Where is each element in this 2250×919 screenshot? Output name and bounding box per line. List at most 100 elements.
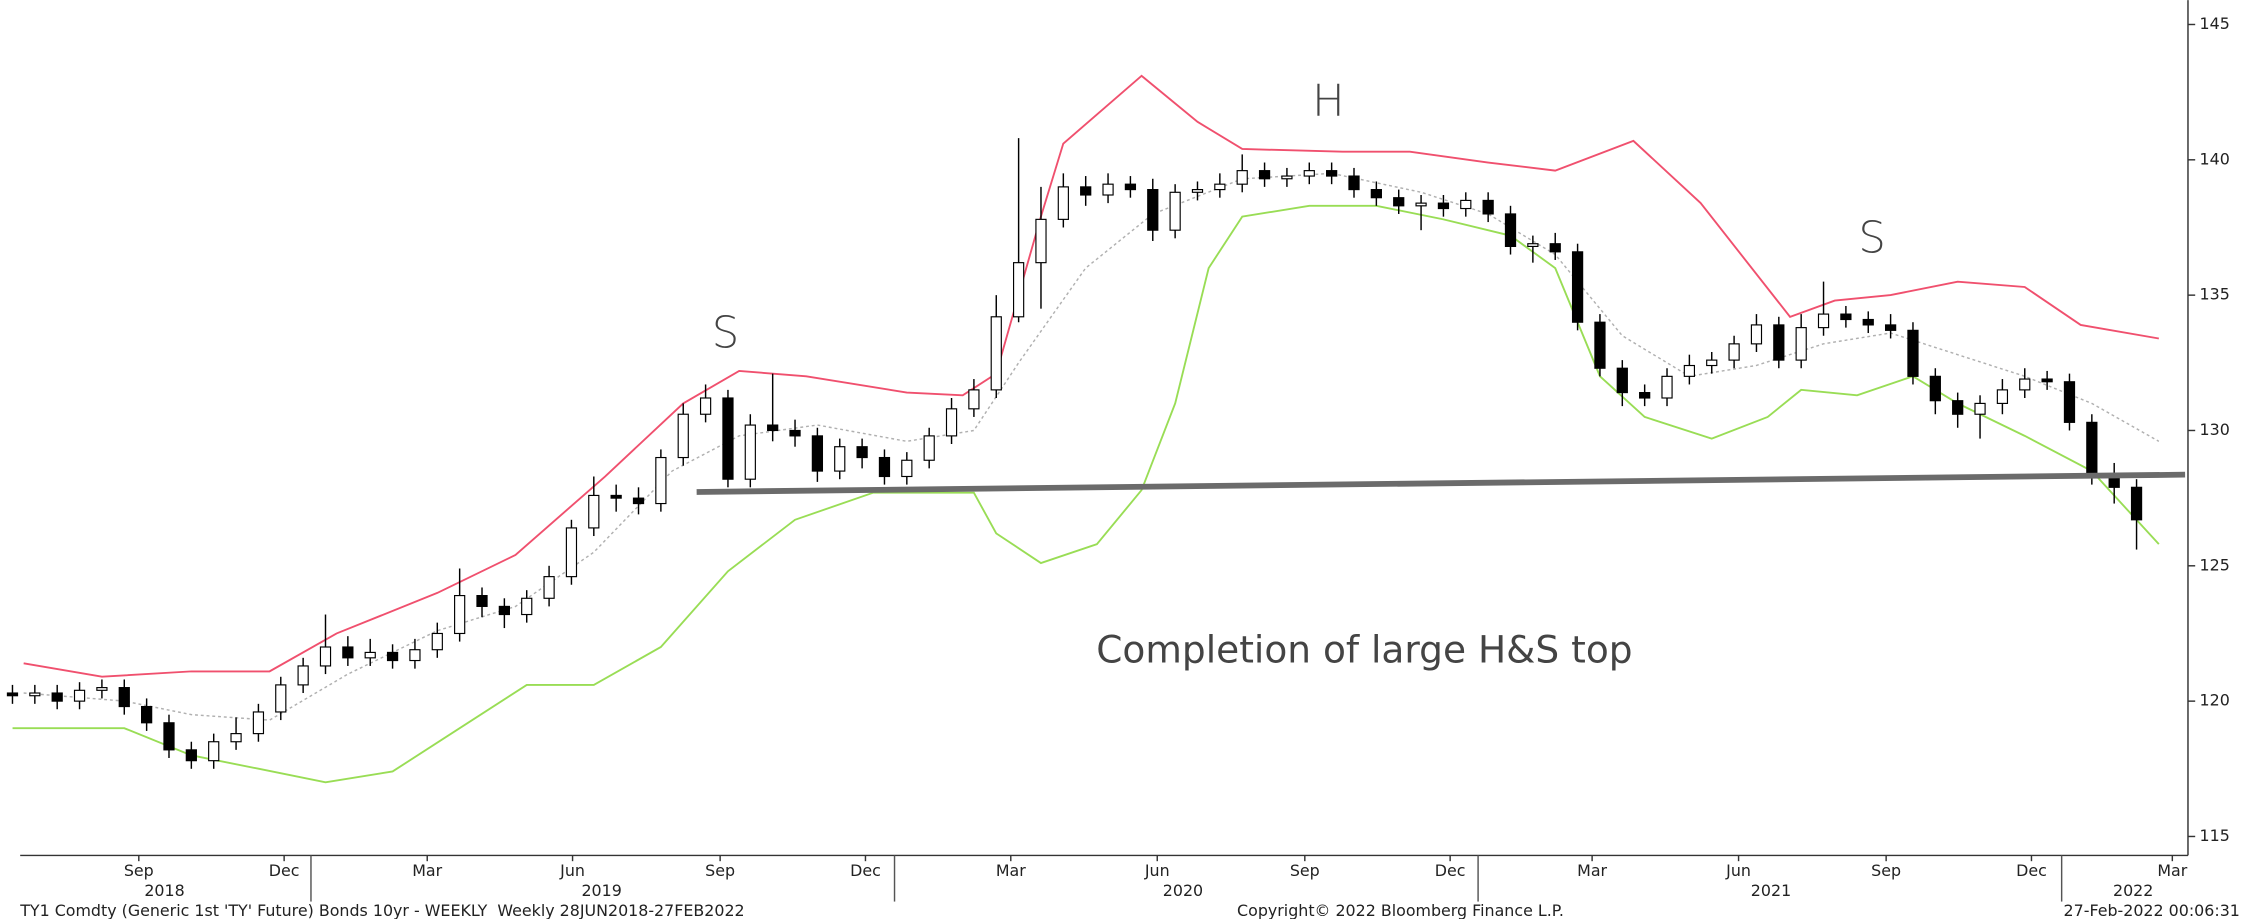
x-tick-label: Dec <box>850 861 881 880</box>
x-tick-label: Jun <box>559 861 585 880</box>
candle-body <box>230 733 242 743</box>
year-label: 2022 <box>2113 881 2153 900</box>
candle-body <box>2086 421 2098 478</box>
candle-body <box>163 722 175 751</box>
y-tick-label: 115 <box>2200 826 2230 845</box>
candle-body <box>1795 327 1807 361</box>
x-tick-label: Dec <box>269 861 300 880</box>
candle-body <box>1571 251 1584 323</box>
neckline <box>696 471 2186 495</box>
x-tick-label: Mar <box>2157 861 2187 880</box>
candle-body <box>1303 170 1315 177</box>
candle-body <box>1147 189 1159 231</box>
candle-body <box>1012 262 1025 318</box>
candle-body <box>96 687 108 691</box>
candle-body <box>1952 400 1964 415</box>
candle-body <box>878 456 891 478</box>
candle-body <box>1504 213 1517 248</box>
candle-body <box>51 692 63 702</box>
candle-body <box>1326 170 1338 177</box>
footer-timestamp: 27-Feb-2022 00:06:31 <box>2064 901 2240 919</box>
candle-body <box>655 456 667 505</box>
candle-body <box>1080 186 1092 196</box>
candle-body <box>409 649 421 662</box>
candle-body <box>767 424 779 432</box>
y-tick-label: 135 <box>2200 285 2230 304</box>
candle-body <box>476 595 488 607</box>
candle-body <box>968 389 980 410</box>
candle-body <box>1929 375 1941 402</box>
footer-source: TY1 Comdty (Generic 1st 'TY' Future) Bon… <box>19 901 744 919</box>
candle-body <box>73 689 86 702</box>
candle-body <box>1661 375 1673 399</box>
annotation: S <box>712 309 739 359</box>
candle-body <box>1415 202 1427 207</box>
candle-body <box>2041 378 2053 383</box>
candle-body <box>2130 486 2143 521</box>
y-tick-label: 125 <box>2200 555 2230 574</box>
candle-body <box>1974 402 1986 415</box>
candle-body <box>1594 321 1606 369</box>
candle-body <box>588 494 600 529</box>
annotation: H <box>1312 76 1345 126</box>
x-tick-label: Jun <box>1144 861 1170 880</box>
year-label: 2020 <box>1163 881 1203 900</box>
candle-body <box>1817 313 1830 329</box>
candle-body <box>431 632 443 651</box>
band-line <box>12 204 2160 784</box>
y-tick-label: 145 <box>2200 14 2230 33</box>
candle-body <box>1840 313 1852 321</box>
candle-body <box>744 424 756 480</box>
candle-body <box>2063 381 2076 423</box>
candle-body <box>1728 343 1740 361</box>
candle-body <box>543 576 555 599</box>
candle-body <box>699 397 712 415</box>
candle-body <box>1214 183 1226 191</box>
candle-body <box>1057 186 1069 220</box>
candle-body <box>521 597 533 616</box>
candle-body <box>498 605 510 616</box>
candle-body <box>1281 175 1293 180</box>
candle-body <box>565 527 578 578</box>
candle-body <box>1393 197 1405 207</box>
candle-body <box>1996 389 2009 404</box>
candle-body <box>789 429 801 437</box>
candle-body <box>923 435 935 461</box>
candle-body <box>6 692 19 697</box>
candle-body <box>342 646 354 659</box>
candle-body <box>1884 324 1897 331</box>
candle-body <box>2019 378 2031 391</box>
x-tick-label: Mar <box>1577 861 1607 880</box>
candle-body <box>275 684 287 713</box>
candle-body <box>1348 175 1360 191</box>
x-tick-label: Jun <box>1725 861 1751 880</box>
candle-body <box>677 413 689 459</box>
candle-body <box>945 408 958 437</box>
footer-copyright: Copyright© 2022 Bloomberg Finance L.P. <box>1237 901 1564 919</box>
candle-body <box>1750 324 1763 345</box>
x-tick-label: Mar <box>996 861 1026 880</box>
candle-body <box>141 705 153 724</box>
candle-body <box>1102 183 1114 196</box>
candle-body <box>610 494 622 499</box>
candle-body <box>856 446 868 459</box>
candle-body <box>1683 364 1696 377</box>
candle-body <box>297 665 309 686</box>
candle-body <box>1639 392 1651 399</box>
candle-body <box>1907 329 1919 377</box>
candle-body <box>1258 170 1271 180</box>
annotation: Completion of large H&S top <box>1096 628 1632 672</box>
candle-body <box>1460 199 1472 210</box>
candle-body <box>29 692 41 697</box>
x-tick-label: Sep <box>705 861 735 880</box>
year-label: 2018 <box>144 881 184 900</box>
candle-body <box>185 749 197 762</box>
candle-body <box>1191 189 1204 193</box>
y-tick-label: 140 <box>2200 149 2230 168</box>
candle-body <box>722 397 734 480</box>
candle-body <box>1862 318 1874 326</box>
candle-body <box>252 711 265 735</box>
candle-body <box>1616 367 1628 394</box>
x-tick-label: Mar <box>412 861 442 880</box>
